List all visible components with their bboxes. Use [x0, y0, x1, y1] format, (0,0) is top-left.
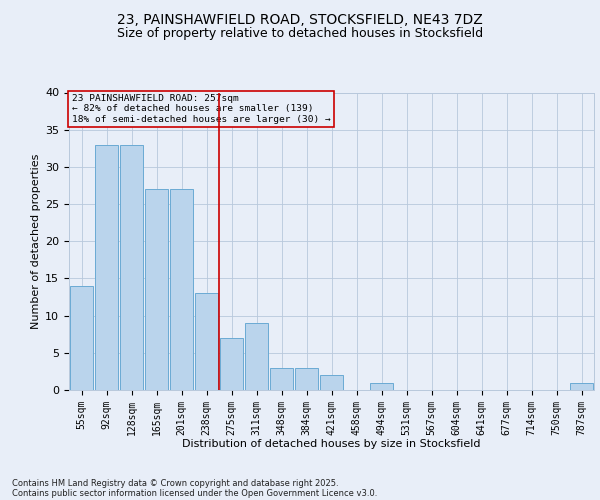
- Text: 23 PAINSHAWFIELD ROAD: 257sqm
← 82% of detached houses are smaller (139)
18% of : 23 PAINSHAWFIELD ROAD: 257sqm ← 82% of d…: [71, 94, 331, 124]
- Bar: [195, 294, 218, 390]
- Bar: [70, 286, 93, 390]
- Bar: [95, 144, 118, 390]
- Text: Contains HM Land Registry data © Crown copyright and database right 2025.: Contains HM Land Registry data © Crown c…: [12, 478, 338, 488]
- Bar: [570, 382, 593, 390]
- Bar: [120, 144, 143, 390]
- Bar: [220, 338, 243, 390]
- Text: Size of property relative to detached houses in Stocksfield: Size of property relative to detached ho…: [117, 28, 483, 40]
- Bar: [370, 382, 393, 390]
- Text: Contains public sector information licensed under the Open Government Licence v3: Contains public sector information licen…: [12, 488, 377, 498]
- Bar: [245, 323, 268, 390]
- Bar: [295, 368, 318, 390]
- Text: 23, PAINSHAWFIELD ROAD, STOCKSFIELD, NE43 7DZ: 23, PAINSHAWFIELD ROAD, STOCKSFIELD, NE4…: [117, 12, 483, 26]
- Bar: [170, 189, 193, 390]
- Bar: [145, 189, 168, 390]
- Bar: [320, 375, 343, 390]
- Bar: [270, 368, 293, 390]
- X-axis label: Distribution of detached houses by size in Stocksfield: Distribution of detached houses by size …: [182, 439, 481, 449]
- Y-axis label: Number of detached properties: Number of detached properties: [31, 154, 41, 329]
